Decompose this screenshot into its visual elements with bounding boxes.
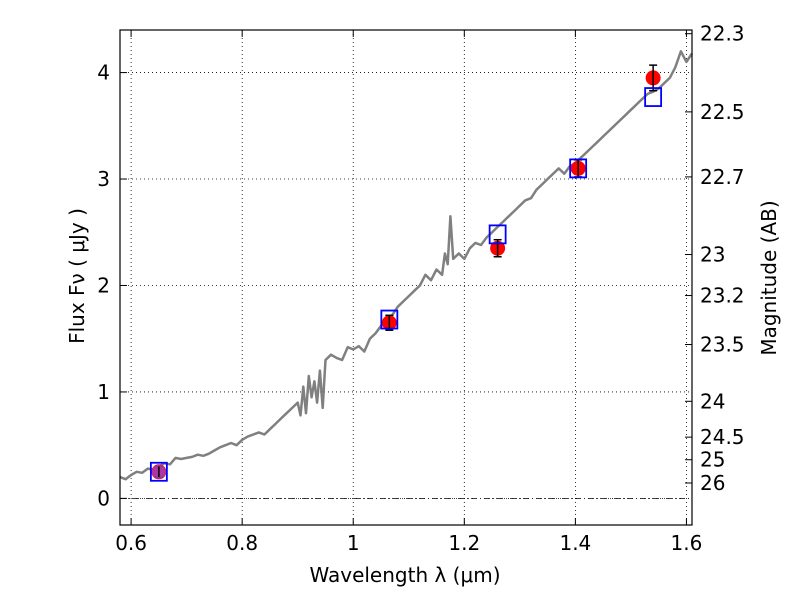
x-tick-label: 0.6: [115, 531, 147, 555]
x-axis-label: Wavelength λ (μm): [309, 563, 500, 587]
spectrum-line: [119, 50, 694, 481]
x-tick-label: 1.2: [448, 531, 480, 555]
model-square: [488, 224, 507, 245]
mag-tick-label: 26: [700, 471, 725, 495]
y-tick-label: 1: [97, 380, 110, 404]
mag-tick-label: 23: [700, 243, 725, 267]
mag-tick-label: 25: [700, 448, 725, 472]
y-tick-label: 0: [97, 486, 110, 510]
mag-tick-label: 22.5: [700, 100, 745, 124]
model-square: [569, 158, 588, 179]
plot-frame: [119, 29, 693, 526]
mag-tick-label: 23.5: [700, 333, 745, 357]
y-axis-right-label: Magnitude (AB): [757, 200, 781, 355]
mag-tick-label: 23.2: [700, 284, 745, 308]
axes-layer: 0.6 0.8 1 1.2 1.4 1.60123422.322.522.72323.22…: [97, 22, 744, 555]
y-tick-label: 3: [97, 167, 110, 191]
model-square: [380, 309, 399, 330]
y-tick-label: 2: [97, 273, 110, 297]
y-axis-label: Flux Fν ( μJy ): [65, 208, 89, 344]
model-square: [644, 87, 663, 107]
x-tick-label: 1.6: [671, 531, 703, 555]
y-tick-label: 4: [97, 61, 110, 85]
x-tick-label: 0.8: [226, 531, 258, 555]
mag-tick-label: 24.5: [700, 425, 745, 449]
mag-tick-label: 22.7: [700, 165, 745, 189]
data-layer: [119, 50, 694, 482]
mag-tick-label: 22.3: [700, 22, 745, 46]
mag-tick-label: 24: [700, 389, 725, 413]
grid-layer: [120, 30, 692, 525]
model-square: [149, 461, 168, 482]
x-tick-label: 1.4: [559, 531, 591, 555]
x-tick-label: 1: [347, 531, 360, 555]
